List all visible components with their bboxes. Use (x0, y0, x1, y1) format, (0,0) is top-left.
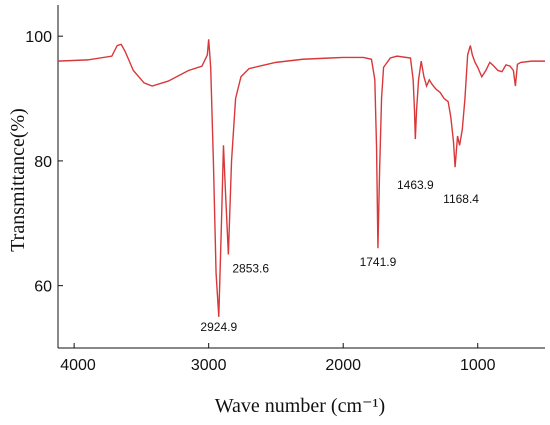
x-tick-label: 1000 (460, 357, 496, 374)
peak-label: 2924.9 (200, 320, 237, 334)
y-tick-label: 60 (34, 279, 52, 296)
x-tick-label: 3000 (191, 357, 227, 374)
spectrum-line (57, 39, 545, 317)
peak-label: 1463.9 (397, 178, 434, 192)
y-axis-label: Transmittance(%) (7, 108, 29, 252)
y-tick-label: 80 (34, 154, 52, 171)
peak-label: 1168.4 (443, 192, 479, 206)
x-axis-label: Wave number (cm⁻¹) (215, 395, 385, 417)
x-tick-label: 2000 (325, 357, 361, 374)
x-tick-label: 4000 (60, 357, 96, 374)
peak-label: 2853.6 (232, 261, 269, 275)
y-tick-label: 100 (25, 29, 52, 46)
peak-label: 1741.9 (360, 255, 397, 269)
